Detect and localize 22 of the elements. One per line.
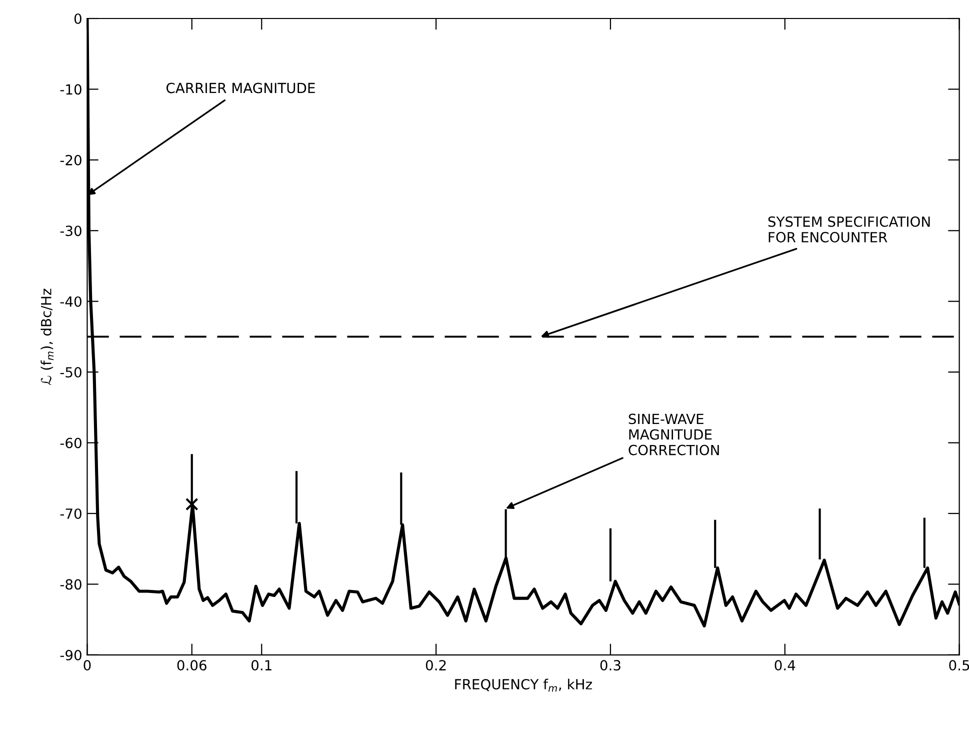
y-tick-label: -10 bbox=[60, 84, 82, 95]
y-tick-label: -40 bbox=[60, 296, 82, 307]
x-tick-label: 0.4 bbox=[774, 660, 796, 671]
x-axis-title: FREQUENCY f$_{m}$, kHz bbox=[455, 678, 592, 692]
y-tick-label: -60 bbox=[60, 438, 82, 448]
y-tick-label: -70 bbox=[60, 508, 82, 519]
x-tick-label: 0 bbox=[84, 660, 91, 671]
y-tick-label: -50 bbox=[60, 367, 82, 378]
x-tick-label: 0.5 bbox=[949, 660, 969, 671]
annotation: SINE-WAVE MAGNITUDE CORRECTION bbox=[628, 414, 719, 456]
x-tick-label: 0.1 bbox=[252, 660, 272, 671]
y-tick-label: -30 bbox=[60, 226, 82, 236]
annotation: SYSTEM SPECIFICATION FOR ENCOUNTER bbox=[768, 216, 930, 242]
x-tick-label: 0.2 bbox=[426, 660, 446, 671]
x-tick-label: 0.3 bbox=[600, 660, 620, 671]
annotation: CARRIER MAGNITUDE bbox=[166, 82, 315, 94]
y-tick-label: -90 bbox=[60, 650, 82, 660]
x-tick-label: 0.06 bbox=[177, 660, 206, 671]
y-tick-label: -80 bbox=[60, 579, 82, 590]
y-tick-label: -20 bbox=[60, 154, 82, 166]
y-tick-label: 0 bbox=[74, 13, 82, 24]
y-axis-title: ℒ (f$_{m}$), dBc/Hz bbox=[40, 288, 54, 385]
